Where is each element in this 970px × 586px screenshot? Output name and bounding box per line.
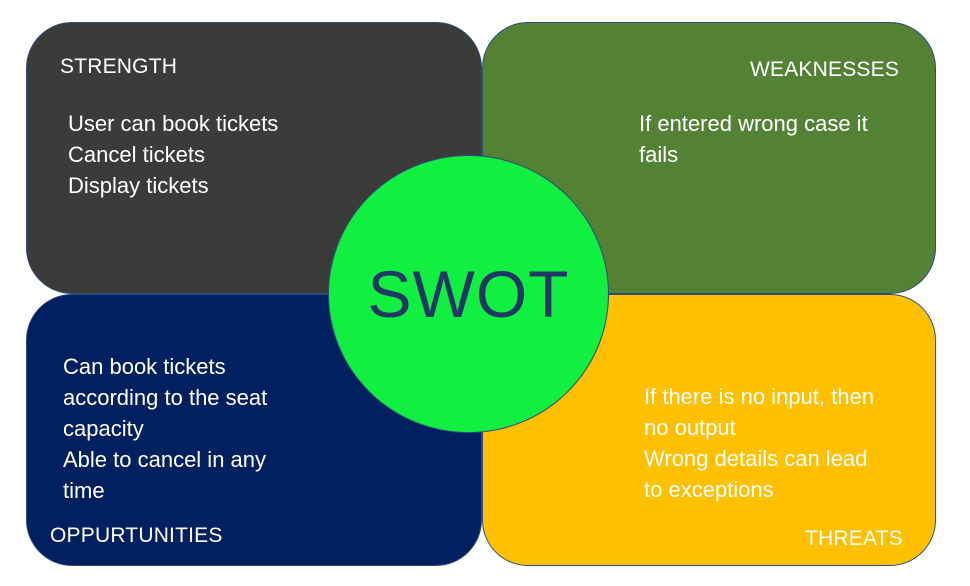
opportunities-line: Able to cancel in any <box>63 447 267 472</box>
strength-text: User can book tickets Cancel tickets Dis… <box>68 108 278 201</box>
opportunities-line: according to the seat <box>63 385 268 410</box>
opportunities-heading: OPPURTUNITIES <box>50 524 223 547</box>
weaknesses-text: If entered wrong case it fails <box>639 108 868 170</box>
strength-heading: STRENGTH <box>60 55 178 78</box>
opportunities-line: time <box>63 478 105 503</box>
swot-center-label: SWOT <box>367 257 570 331</box>
weaknesses-line: fails <box>639 142 679 167</box>
threats-heading: THREATS <box>805 527 903 550</box>
strength-line: User can book tickets <box>68 111 279 136</box>
opportunities-line: Can book tickets <box>63 354 226 379</box>
strength-line: Display tickets <box>68 173 209 198</box>
strength-line: Cancel tickets <box>68 142 205 167</box>
weaknesses-line: If entered wrong case it <box>639 111 868 136</box>
swot-center-circle: SWOT <box>328 155 609 433</box>
threats-line: to exceptions <box>644 477 774 502</box>
opportunities-text: Can book tickets according to the seat c… <box>63 351 267 506</box>
weaknesses-heading: WEAKNESSES <box>750 58 900 81</box>
threats-line: If there is no input, then <box>644 384 874 409</box>
opportunities-line: capacity <box>63 416 144 441</box>
threats-line: no output <box>644 415 736 440</box>
threats-text: If there is no input, then no output Wro… <box>644 381 874 505</box>
threats-line: Wrong details can lead <box>644 446 868 471</box>
